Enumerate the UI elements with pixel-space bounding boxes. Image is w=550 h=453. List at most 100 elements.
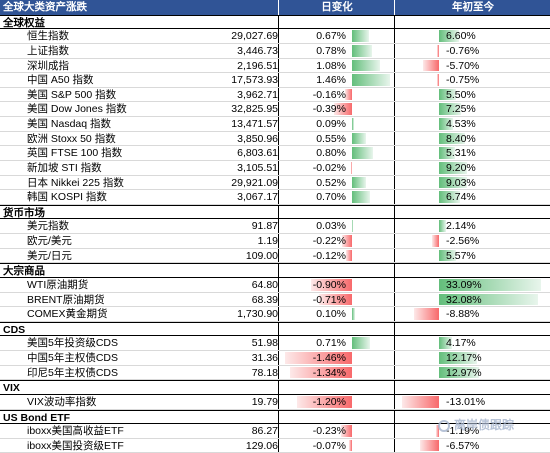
section-ytd-cell: [394, 15, 550, 29]
daily-change-label: -0.23%: [312, 425, 346, 438]
table-row: 韩国 KOSPI 指数 3,067.17 0.70% 6.74%: [0, 190, 550, 205]
asset-name: 美国 S&P 500 指数: [27, 88, 117, 101]
ytd-change-cell: 9.03%: [394, 175, 550, 190]
section-title: 货币市场: [3, 206, 45, 219]
asset-value: 109.00: [245, 249, 278, 262]
section-ytd-cell: [394, 381, 550, 394]
asset-value: 6,803.61: [237, 147, 278, 160]
daily-change-bar: [348, 439, 352, 452]
ytd-change-label: 5.57%: [446, 249, 476, 262]
asset-name: 中国5年主权债CDS: [27, 352, 119, 364]
table-row: 中国 A50 指数 17,573.93 1.46% -0.75%: [0, 73, 550, 88]
asset-value: 3,850.96: [237, 132, 278, 145]
ytd-change-label: 12.97%: [446, 366, 482, 379]
section-row: 全球权益: [0, 14, 550, 30]
table-row: 美国 Dow Jones 指数 32,825.95 -0.39% 7.25%: [0, 102, 550, 117]
asset-value: 1.19: [257, 235, 278, 247]
table-body: 全球权益 恒生指数 29,027.69 0.67% 6.60% 上证指数 3,446.73 0…: [0, 14, 550, 453]
daily-change-cell: -0.16%: [278, 87, 395, 102]
daily-change-label: -0.12%: [312, 249, 346, 262]
ytd-change-bar: [439, 352, 477, 364]
ytd-change-label: 9.20%: [446, 161, 476, 174]
daily-change-cell: -0.02%: [278, 160, 395, 175]
daily-change-cell: 0.70%: [278, 190, 395, 204]
daily-change-bar: [352, 220, 353, 232]
daily-change-cell: 0.71%: [278, 336, 395, 350]
daily-change-bar: [341, 235, 352, 247]
ytd-change-label: -5.70%: [446, 59, 480, 72]
daily-change-label: -0.02%: [312, 161, 346, 174]
table-row: VIX波动率指数 19.79 -1.20% -13.01%: [0, 394, 550, 410]
asset-value: 1,730.90: [237, 308, 278, 321]
table-row: 美国 Nasdaq 指数 13,471.57 0.09% 4.53%: [0, 117, 550, 132]
table-row: 恒生指数 29,027.69 0.67% 6.60%: [0, 29, 550, 44]
ytd-change-cell: -5.70%: [394, 58, 550, 73]
asset-name: 美国5年投资级CDS: [27, 337, 119, 350]
section-daily-cell: [278, 15, 395, 29]
asset-value: 3,446.73: [237, 44, 278, 57]
ytd-change-cell: 33.09%: [394, 277, 550, 292]
daily-change-bar: [334, 103, 352, 115]
daily-change-label: 0.52%: [316, 176, 346, 189]
asset-name: 美元指数: [27, 220, 69, 233]
ytd-change-label: -8.88%: [446, 308, 480, 321]
ytd-change-bar: [439, 132, 465, 145]
ytd-change-cell: -1.19%: [394, 424, 550, 438]
daily-change-cell: -0.90%: [278, 277, 395, 292]
ytd-change-bar: [413, 308, 439, 320]
daily-change-bar: [352, 147, 373, 159]
ytd-change-label: 7.25%: [446, 103, 476, 116]
asset-name: COMEX黄金期货: [27, 308, 108, 321]
asset-value: 3,067.17: [237, 191, 278, 204]
daily-change-cell: -1.46%: [278, 351, 395, 365]
daily-change-bar: [346, 249, 352, 262]
ytd-change-bar: [439, 118, 453, 130]
ytd-change-cell: -8.88%: [394, 307, 550, 321]
daily-change-bar: [344, 88, 352, 101]
daily-change-cell: 0.09%: [278, 117, 395, 131]
ytd-change-label: 2.14%: [446, 220, 476, 233]
asset-name: 印尼5年主权债CDS: [27, 366, 119, 379]
ytd-change-bar: [439, 191, 460, 203]
section-title: 全球权益: [3, 16, 45, 29]
section-row: 货币市场: [0, 204, 550, 220]
daily-change-label: -0.16%: [312, 88, 346, 101]
daily-change-bar: [284, 352, 352, 364]
table-row: 中国5年主权债CDS 31.36 -1.46% 12.17%: [0, 351, 550, 366]
daily-change-cell: -0.71%: [278, 292, 395, 307]
section-ytd-cell: [394, 264, 550, 277]
asset-value: 91.87: [251, 220, 278, 233]
daily-change-bar: [352, 44, 373, 57]
ytd-change-label: -1.19%: [446, 425, 480, 438]
table-row: 美国5年投资级CDS 51.98 0.71% 4.17%: [0, 336, 550, 351]
daily-change-label: 0.67%: [316, 30, 346, 43]
ytd-change-bar: [439, 147, 456, 159]
ytd-change-bar: [439, 220, 446, 232]
asset-value: 31.36: [251, 352, 278, 364]
asset-value: 17,573.93: [231, 74, 278, 87]
daily-change-cell: 0.78%: [278, 43, 395, 58]
table-row: iboxx美国投资级ETF 129.06 -0.07% -6.57%: [0, 438, 550, 453]
daily-change-label: 0.09%: [316, 118, 346, 130]
daily-change-cell: 0.55%: [278, 131, 395, 146]
table-row: BRENT原油期货 68.39 -0.71% 32.08%: [0, 292, 550, 308]
asset-value: 86.27: [251, 425, 278, 438]
ytd-change-cell: 4.17%: [394, 336, 550, 350]
ytd-change-cell: 6.60%: [394, 29, 550, 43]
daily-change-bar: [352, 308, 355, 320]
daily-change-cell: 0.67%: [278, 29, 395, 43]
ytd-change-cell: 5.31%: [394, 146, 550, 160]
ytd-change-label: 12.17%: [446, 352, 482, 364]
ytd-change-cell: 12.17%: [394, 351, 550, 365]
ytd-change-bar: [439, 366, 480, 379]
ytd-change-label: 4.53%: [446, 118, 476, 130]
daily-change-bar: [341, 425, 352, 437]
ytd-change-bar: [439, 88, 456, 101]
table-row: WTI原油期货 64.80 -0.90% 33.09%: [0, 277, 550, 293]
ytd-change-label: 5.31%: [446, 147, 476, 160]
daily-change-cell: -0.22%: [278, 234, 395, 248]
asset-name: VIX波动率指数: [27, 395, 97, 408]
table-row: 欧元/美元 1.19 -0.22% -2.56%: [0, 234, 550, 249]
daily-change-bar: [352, 30, 370, 42]
daily-change-bar: [319, 293, 352, 306]
